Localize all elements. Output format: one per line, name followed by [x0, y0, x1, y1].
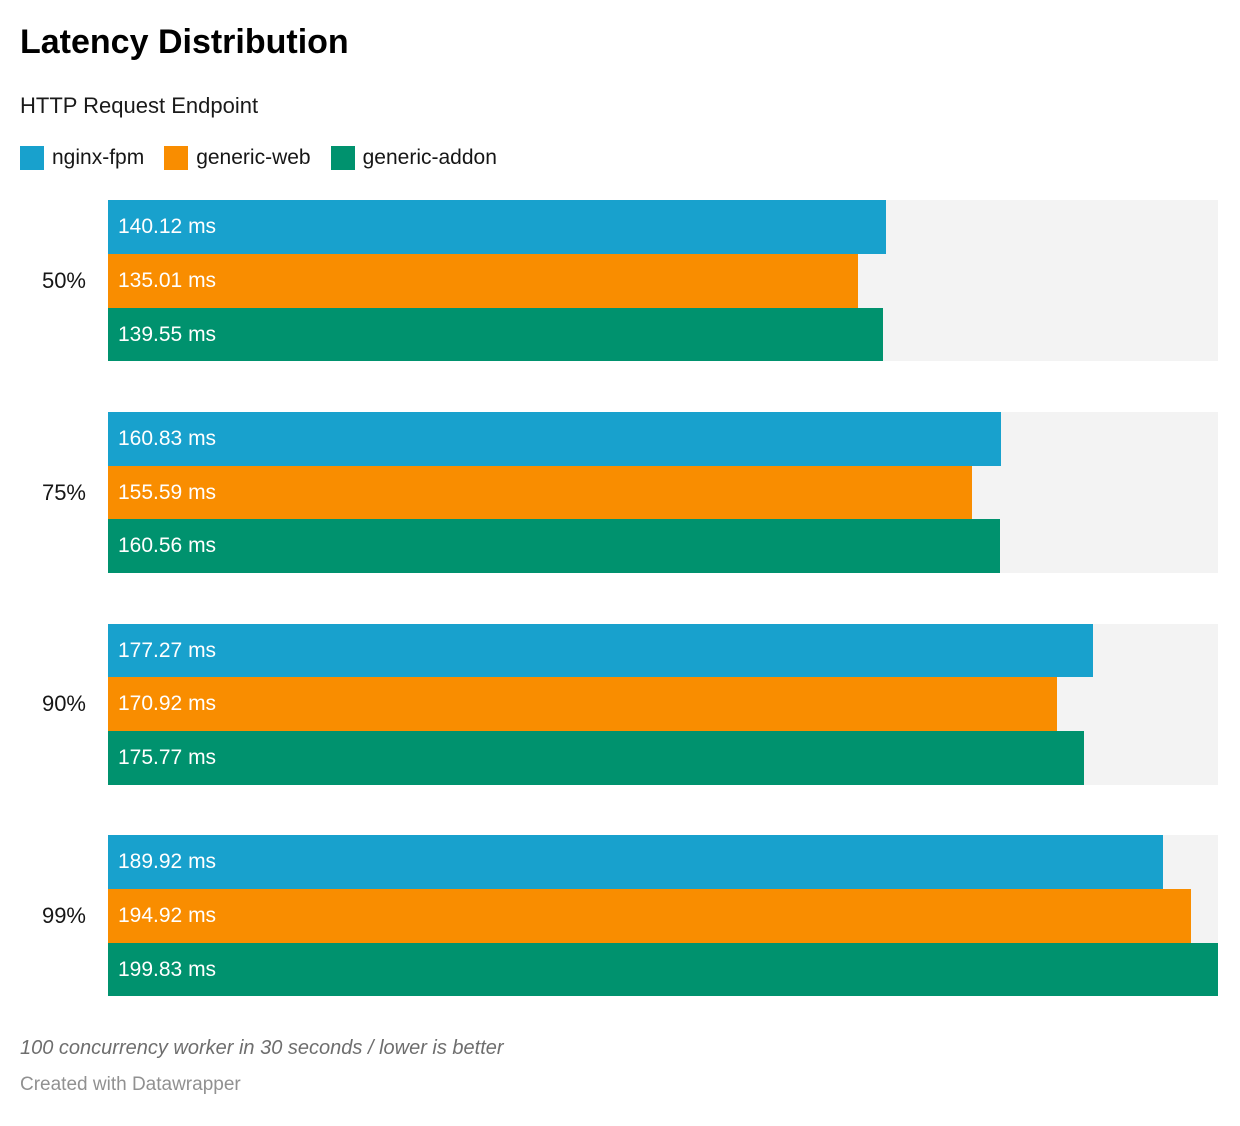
bar-track: 135.01 ms [108, 254, 1218, 308]
legend-swatch-green-icon [330, 146, 355, 171]
bar-track: 140.12 ms [108, 200, 1218, 255]
bar-track: 199.83 ms [108, 942, 1218, 997]
bar-track: 160.56 ms [108, 519, 1218, 574]
bar-value-label: 160.56 ms [118, 534, 217, 558]
bar-track: 170.92 ms [108, 677, 1218, 732]
chart-subtitle: HTTP Request Endpoint [20, 93, 259, 119]
bar-value-label: 189.92 ms [118, 850, 217, 874]
legend-item-nginx-fpm: nginx-fpm [20, 146, 145, 171]
legend: nginx-fpm generic-web generic-addon [20, 146, 1218, 171]
bar-value-label: 140.12 ms [118, 215, 217, 239]
bar-rows-p50: 140.12 ms 135.01 ms 139.55 ms [108, 200, 1218, 362]
bar-value-label: 155.59 ms [118, 480, 217, 504]
bar-value-label: 175.77 ms [118, 745, 217, 769]
category-label-p50: 50% [41, 267, 86, 293]
bar-rows-p90: 177.27 ms 170.92 ms 175.77 ms [108, 623, 1218, 785]
bar-rows-p75: 160.83 ms 155.59 ms 160.56 ms [108, 412, 1218, 574]
bar-track: 189.92 ms [108, 835, 1218, 890]
bar-value-label: 177.27 ms [118, 638, 217, 662]
bar-track: 139.55 ms [108, 307, 1218, 362]
bar-value-label: 170.92 ms [118, 692, 217, 716]
bar-track: 155.59 ms [108, 465, 1218, 520]
bar-generic-web-p50: 135.01 ms [108, 254, 858, 308]
bar-group-p50: 50% 140.12 ms 135.01 ms 139.55 ms [20, 200, 1218, 362]
chart-title: Latency Distribution [20, 23, 349, 61]
bar-nginx-fpm-p99: 189.92 ms [108, 835, 1163, 890]
bar-value-label: 160.83 ms [118, 426, 217, 450]
bar-value-label: 135.01 ms [118, 268, 217, 292]
category-label-p75: 75% [41, 479, 86, 505]
legend-label-generic-addon: generic-addon [362, 146, 497, 170]
legend-swatch-blue-icon [20, 146, 44, 171]
bar-track: 175.77 ms [108, 731, 1218, 785]
bar-generic-web-p99: 194.92 ms [108, 889, 1191, 943]
bar-group-p99: 99% 189.92 ms 194.92 ms 199.83 ms [20, 835, 1218, 997]
bar-generic-addon-p50: 139.55 ms [108, 307, 884, 362]
bar-value-label: 199.83 ms [118, 957, 217, 981]
bar-value-label: 139.55 ms [118, 322, 217, 346]
legend-item-generic-web: generic-web [164, 146, 311, 171]
bar-track: 194.92 ms [108, 889, 1218, 943]
bar-rows-p99: 189.92 ms 194.92 ms 199.83 ms [108, 835, 1218, 997]
bar-nginx-fpm-p50: 140.12 ms [108, 200, 887, 255]
datawrapper-attribution-link[interactable]: Created with Datawrapper [20, 1074, 241, 1096]
plot-area: 50% 140.12 ms 135.01 ms 139.55 ms [20, 200, 1218, 997]
bar-track: 177.27 ms [108, 623, 1218, 678]
bar-nginx-fpm-p75: 160.83 ms [108, 412, 1002, 466]
legend-item-generic-addon: generic-addon [330, 146, 497, 171]
bar-group-p75: 75% 160.83 ms 155.59 ms 160.56 ms [20, 412, 1218, 574]
bar-generic-addon-p75: 160.56 ms [108, 519, 1000, 574]
legend-label-nginx-fpm: nginx-fpm [52, 146, 145, 170]
bar-nginx-fpm-p90: 177.27 ms [108, 623, 1093, 678]
bar-track: 160.83 ms [108, 412, 1218, 466]
category-label-p99: 99% [41, 902, 86, 928]
bar-generic-addon-p99: 199.83 ms [108, 942, 1218, 997]
bar-group-p90: 90% 177.27 ms 170.92 ms 175.77 ms [20, 623, 1218, 785]
bar-value-label: 194.92 ms [118, 903, 217, 927]
bar-generic-addon-p90: 175.77 ms [108, 731, 1085, 785]
bar-generic-web-p75: 155.59 ms [108, 465, 973, 520]
legend-swatch-orange-icon [164, 146, 189, 171]
chart-notes: 100 concurrency worker in 30 seconds / l… [20, 1037, 504, 1060]
category-label-p90: 90% [41, 691, 86, 717]
bar-generic-web-p90: 170.92 ms [108, 677, 1058, 732]
legend-label-generic-web: generic-web [196, 146, 311, 170]
